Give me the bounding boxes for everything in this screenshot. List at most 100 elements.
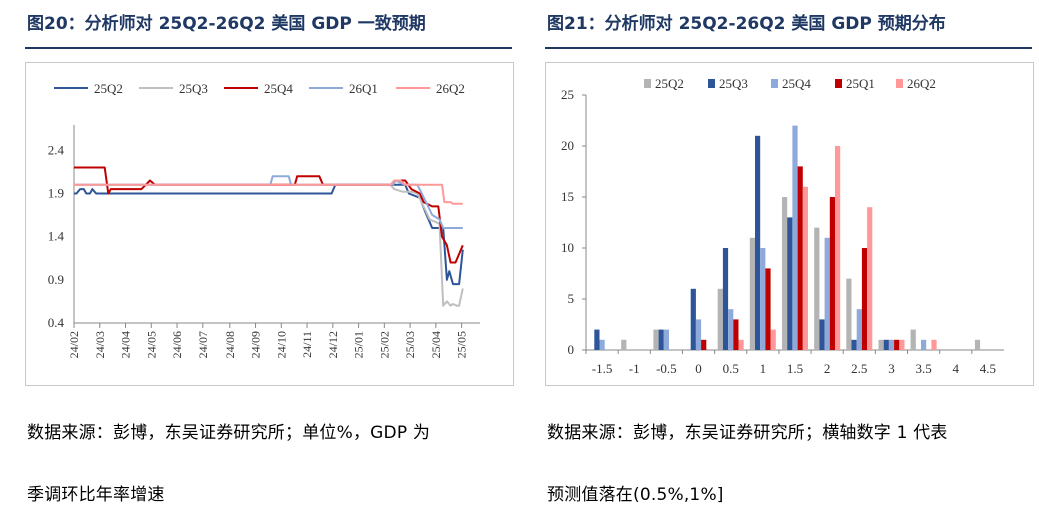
right-panel-title: 图21：分析师对 25Q2-26Q2 美国 GDP 预期分布 (547, 14, 946, 34)
bar-25Q4-0.5 (728, 309, 734, 350)
bar-26Q2-2 (835, 146, 841, 350)
bar-26Q2-2.5 (867, 207, 873, 350)
x-tick-label: 24/12 (326, 331, 340, 358)
x-tick-label: 2.5 (851, 361, 867, 376)
bar-25Q4-3 (888, 339, 895, 350)
bar-25Q2--0.5 (653, 329, 659, 350)
x-tick-label: 24/07 (196, 331, 210, 358)
x-tick-label: 24/03 (93, 331, 107, 358)
bar-25Q4--1.5 (599, 339, 605, 350)
left-source-line2: 季调环比年率增速 (27, 485, 165, 505)
legend-label-26Q2: 26Q2 (907, 76, 936, 91)
bar-25Q4-2.5 (856, 309, 862, 350)
x-tick-label: 4 (953, 361, 960, 376)
series-line-25Q3 (74, 183, 464, 307)
bar-25Q3-2.5 (851, 339, 857, 350)
x-tick-label: 4.5 (980, 361, 996, 376)
bar-25Q2--1 (621, 339, 627, 350)
bar-25Q1-0.5 (733, 319, 739, 350)
left-title-rule (25, 47, 512, 49)
line-chart: 25Q2 25Q3 25Q4 26Q1 26Q2 0.4 0.9 1.4 1.9 2.4 24/02… (48, 81, 480, 358)
bar-25Q3-3 (883, 339, 889, 350)
bar-chart-frame: 25Q2 25Q3 25Q4 25Q1 26Q2 0 5 10 15 20 25 -1.5 -1 -0.5… (545, 62, 1034, 386)
y-tick-label: 20 (561, 138, 574, 153)
x-tick-label: 1.5 (787, 361, 803, 376)
y-tick-label: 25 (561, 87, 574, 102)
bar-25Q4-1.5 (792, 125, 798, 350)
bar-26Q2-0.5 (738, 339, 744, 350)
bar-25Q1-1 (765, 268, 771, 350)
y-tick-label: 1.4 (48, 229, 65, 244)
y-tick-label: 10 (561, 240, 574, 255)
legend-label-25Q3: 25Q3 (719, 76, 748, 91)
bar-25Q4-1 (760, 248, 766, 350)
legend-swatch-25Q4 (771, 79, 778, 88)
y-tick-label: 15 (561, 189, 574, 204)
bar-25Q2-3 (878, 339, 884, 350)
legend-swatch-25Q1 (835, 79, 842, 88)
bar-25Q3-0 (690, 288, 696, 350)
bar-25Q1-2 (829, 197, 835, 350)
bar-25Q4-2 (824, 237, 830, 350)
x-tick-label: 24/10 (274, 331, 288, 358)
bar-25Q3--0.5 (658, 329, 664, 350)
x-tick-label: -1.5 (592, 361, 613, 376)
bar-25Q2-0.5 (717, 288, 723, 350)
x-tick-label: 24/04 (119, 331, 133, 358)
left-source-line1: 数据来源：彭博，东吴证券研究所；单位%，GDP 为 (27, 423, 431, 443)
x-tick-label: 2 (824, 361, 831, 376)
x-tick-label: 3 (888, 361, 895, 376)
legend-label-25Q4: 25Q4 (264, 81, 293, 96)
y-tick-label: 0 (568, 342, 575, 357)
bar-25Q3-1 (755, 135, 761, 350)
x-tick-label: 24/05 (144, 331, 158, 358)
x-tick-label: -0.5 (656, 361, 677, 376)
bar-25Q2-2.5 (846, 278, 852, 350)
x-tick-label: 24/11 (300, 331, 314, 358)
legend-swatch-25Q2 (644, 79, 651, 88)
x-tick-label: 25/05 (455, 331, 469, 358)
x-tick-label: -1 (629, 361, 640, 376)
series-line-26Q2 (74, 179, 463, 205)
legend-label-25Q2: 25Q2 (655, 76, 684, 91)
x-tick-label: 25/01 (352, 331, 366, 358)
bar-25Q2-1.5 (782, 197, 788, 350)
legend-label-26Q1: 26Q1 (349, 81, 378, 96)
right-title-rule (545, 47, 1032, 49)
bar-25Q2-2 (814, 227, 820, 350)
series-line-25Q2 (74, 183, 464, 286)
x-tick-label: 24/02 (67, 331, 81, 358)
bar-26Q2-1 (770, 329, 776, 350)
y-tick-label: 0.4 (48, 315, 65, 330)
y-tick-label: 1.9 (48, 185, 64, 200)
right-source-line1: 数据来源：彭博，东吴证券研究所；横轴数字 1 代表 (547, 423, 948, 443)
bar-25Q4--0.5 (663, 329, 669, 350)
y-tick-label: 2.4 (48, 142, 65, 157)
x-tick-label: 25/04 (429, 331, 443, 358)
bar-25Q3-2 (819, 319, 825, 350)
x-tick-label: 24/09 (249, 331, 263, 358)
bar-25Q1-0 (701, 339, 707, 350)
bar-25Q1-1.5 (797, 166, 803, 350)
bar-26Q2-3.5 (931, 339, 937, 350)
bar-25Q2-4.5 (974, 339, 981, 350)
bar-25Q3-0.5 (722, 248, 729, 350)
x-tick-label: 24/08 (223, 331, 237, 358)
bar-26Q2-3 (899, 339, 905, 350)
bar-25Q2-1 (749, 237, 755, 350)
x-tick-label: 0 (695, 361, 702, 376)
y-tick-label: 5 (568, 291, 575, 306)
legend-label-25Q4: 25Q4 (782, 76, 811, 91)
bar-26Q2-1.5 (802, 186, 808, 350)
right-source-line2: 预测值落在(0.5%,1%] (547, 485, 724, 505)
bar-25Q2-3.5 (910, 329, 916, 350)
line-chart-frame: 25Q2 25Q3 25Q4 26Q1 26Q2 0.4 0.9 1.4 1.9 2.4 24/02… (25, 62, 514, 386)
x-tick-label: 25/02 (377, 331, 391, 358)
bar-25Q1-2.5 (861, 248, 868, 350)
legend-label-26Q2: 26Q2 (436, 81, 465, 96)
bar-25Q1-3 (894, 339, 900, 350)
x-tick-label: 0.5 (723, 361, 739, 376)
legend-swatch-26Q2 (896, 79, 903, 88)
legend-label-25Q1: 25Q1 (846, 76, 875, 91)
